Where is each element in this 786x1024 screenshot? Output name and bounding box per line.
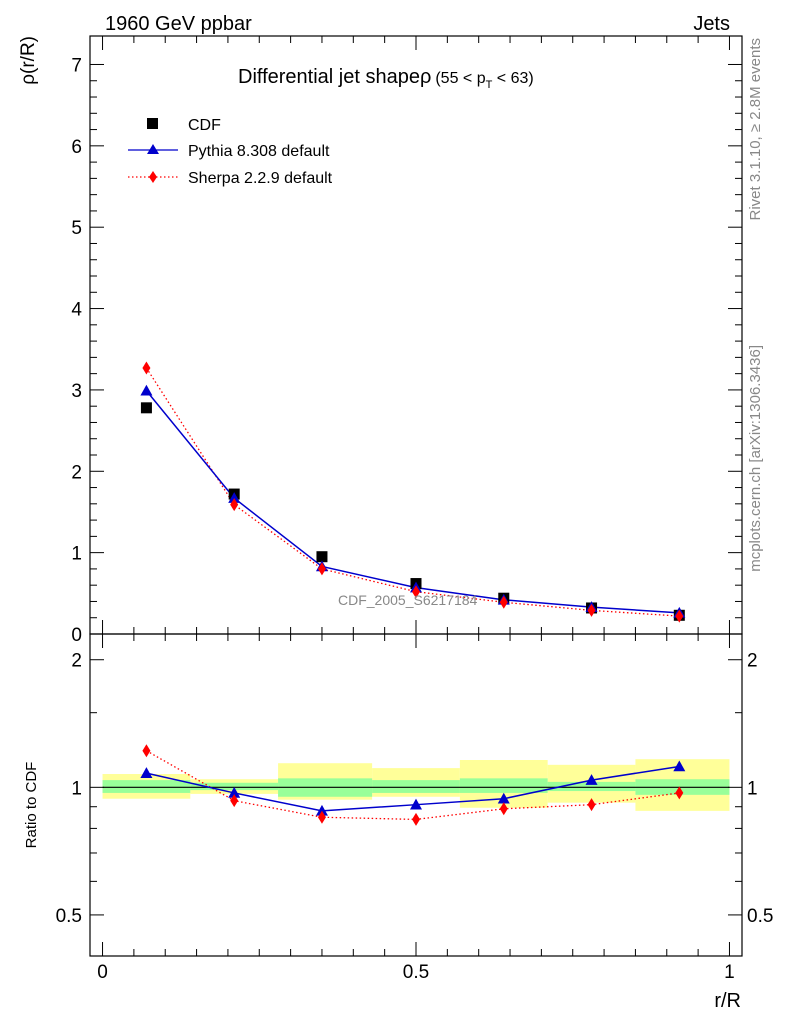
cdf-point — [140, 402, 152, 414]
main-ytick-label: 1 — [71, 544, 82, 565]
legend-marker-pythia — [147, 144, 159, 154]
main-title: Differential jet shapeρ (55 < pT < 63) — [238, 66, 534, 91]
ratio-band-inner — [547, 781, 636, 792]
ratio-xtick-label: 0 — [97, 962, 108, 983]
ratio-sherpa-point — [587, 798, 596, 812]
legend-marker-sherpa — [149, 171, 157, 183]
pythia-point — [140, 384, 153, 396]
sherpa-point — [499, 595, 508, 609]
ratio-ytick-label-right: 1 — [747, 778, 758, 799]
ratio-pythia-point — [315, 804, 328, 816]
main-ytick-label: 7 — [71, 55, 82, 76]
legend-label-sherpa: Sherpa 2.2.9 default — [188, 170, 333, 187]
legend-label-cdf: CDF — [188, 117, 221, 134]
sherpa-point — [675, 609, 684, 623]
ratio-ytick-label: 1 — [71, 778, 82, 799]
ratio-pythia-point — [410, 798, 422, 810]
main-ytick-label: 3 — [71, 381, 82, 402]
legend-label-pythia: Pythia 8.308 default — [188, 143, 330, 160]
ratio-sherpa-point — [230, 794, 239, 808]
header-left: 1960 GeV ppbar — [105, 13, 252, 35]
cdf-point — [316, 551, 328, 563]
ratio-xtick-label: 1 — [724, 962, 735, 983]
ratio-sherpa-point — [675, 786, 684, 800]
ratio-sherpa-point — [142, 744, 151, 758]
ratio-xtick-label: 0.5 — [403, 962, 429, 983]
ratio-ylabel: Ratio to CDF — [23, 762, 40, 849]
ratio-pythia-point — [228, 786, 241, 798]
ratio-pythia-point — [140, 767, 153, 778]
main-ytick-label: 4 — [71, 300, 82, 321]
ratio-pythia-point — [585, 774, 598, 785]
main-ytick-label: 5 — [71, 218, 82, 239]
ratio-pythia-point — [497, 792, 510, 804]
ratio-ytick-label: 0.5 — [56, 906, 82, 927]
ratio-band-inner — [102, 780, 191, 793]
sherpa-point — [412, 585, 420, 599]
main-ytick-label: 2 — [71, 462, 82, 483]
side-bottom-label: mcplots.cern.ch [arXiv:1306.3436] — [747, 345, 764, 572]
ratio-pythia-point — [673, 760, 686, 772]
x-axis-label: r/R — [714, 990, 741, 1012]
main-ylabel: ρ(r/R) — [18, 36, 39, 85]
header-right: Jets — [693, 13, 730, 35]
ratio-band-inner — [459, 778, 548, 793]
ratio-ytick-label: 2 — [71, 651, 82, 672]
legend-marker-cdf — [147, 118, 158, 129]
ratio-sherpa-point — [412, 812, 420, 826]
sherpa-point — [587, 603, 596, 617]
main-panel: 0 1 2 3 4 5 6 7 — [71, 35, 743, 646]
sherpa-point — [142, 361, 151, 375]
ratio-ytick-label-right: 2 — [747, 651, 758, 672]
analysis-watermark: CDF_2005_S6217184 — [338, 592, 478, 608]
ratio-panel: 0.5 0.5 1 1 2 2 0 0.5 1 — [56, 633, 773, 983]
pythia-point — [228, 492, 241, 503]
main-ytick-label: 6 — [71, 137, 82, 158]
main-ytick-label: 0 — [71, 625, 82, 646]
ratio-sherpa-point — [499, 802, 508, 816]
sherpa-point — [317, 562, 326, 576]
ratio-band-inner — [190, 782, 279, 791]
ratio-sherpa-point — [317, 810, 326, 824]
ratio-ytick-label-right: 0.5 — [747, 906, 773, 927]
legend: CDF Pythia 8.308 default Sherpa 2.2.9 de… — [128, 117, 333, 187]
ratio-band-inner — [372, 780, 460, 793]
sherpa-point — [230, 498, 239, 512]
side-top-label: Rivet 3.1.10, ≥ 2.8M events — [747, 38, 764, 221]
